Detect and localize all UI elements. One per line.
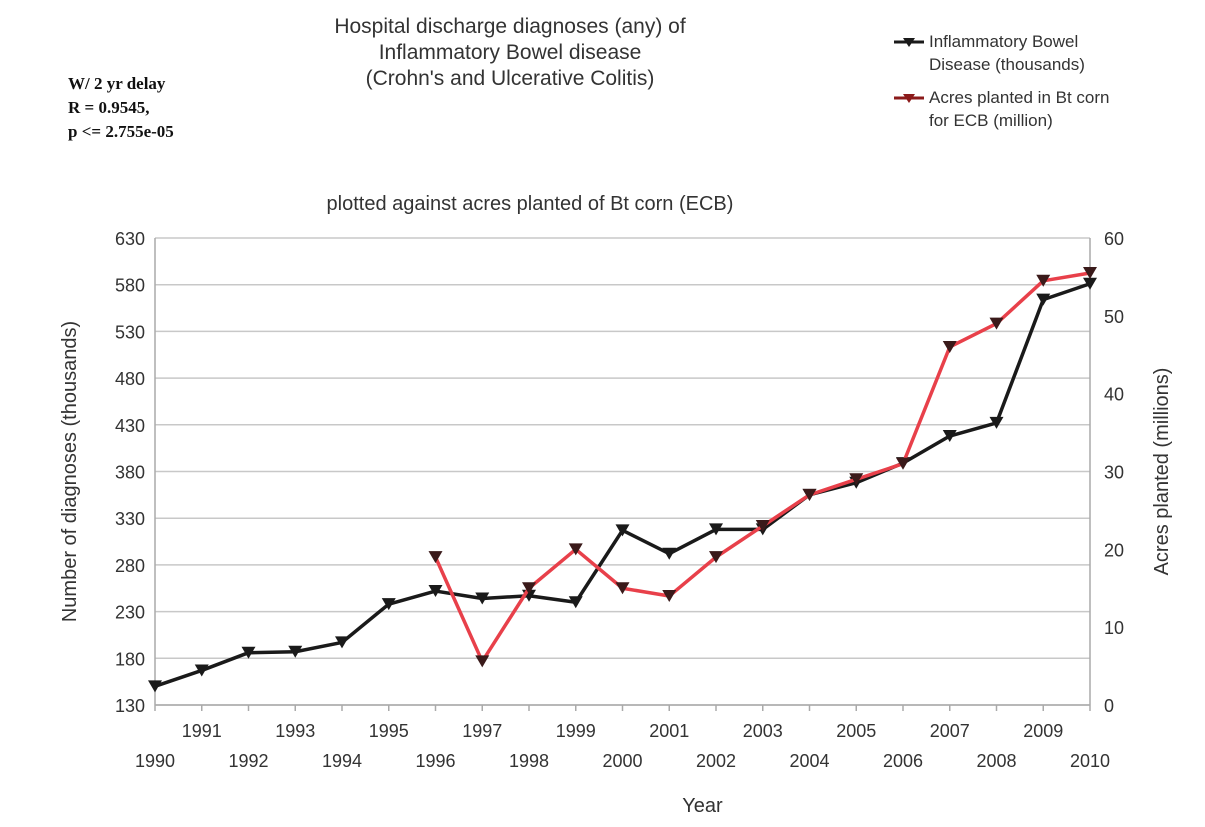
legend: Inflammatory Bowel Disease (thousands) A…: [893, 30, 1193, 142]
x-tick-label: 2009: [1023, 721, 1063, 741]
x-tick-label: 2003: [743, 721, 783, 741]
x-tick-label: 1997: [462, 721, 502, 741]
data-point: [709, 551, 723, 564]
data-point: [522, 582, 536, 595]
stats-line: R = 0.9545,: [68, 98, 150, 117]
data-point: [381, 598, 396, 611]
data-point: [896, 457, 910, 470]
y-right-tick-label: 10: [1104, 618, 1124, 638]
y-left-tick-label: 330: [115, 509, 145, 529]
x-tick-label: 1990: [135, 751, 175, 771]
x-tick-label: 2008: [976, 751, 1016, 771]
data-point: [1036, 293, 1051, 306]
y-right-tick-label: 0: [1104, 696, 1114, 716]
data-point: [428, 585, 443, 598]
y-right-tick-label: 40: [1104, 385, 1124, 405]
data-point: [662, 590, 677, 603]
correlation-stats: W/ 2 yr delay R = 0.9545, p <= 2.755e-05: [68, 72, 174, 144]
legend-swatch-acres-icon: [894, 94, 924, 103]
y-right-tick-label: 50: [1104, 307, 1124, 327]
stats-line: p <= 2.755e-05: [68, 122, 174, 141]
y-left-tick-label: 580: [115, 276, 145, 296]
data-point: [148, 680, 162, 693]
y-right-axis-title: Acres planted (millions): [1151, 368, 1173, 576]
data-point: [942, 340, 957, 353]
x-tick-label: 2002: [696, 751, 736, 771]
legend-label-line: Inflammatory Bowel: [929, 32, 1079, 51]
data-point: [568, 543, 583, 556]
data-point: [1083, 267, 1097, 280]
data-point: [615, 582, 630, 595]
data-point: [802, 488, 817, 501]
y-left-tick-label: 280: [115, 556, 145, 576]
data-point: [755, 519, 770, 532]
stats-line: W/ 2 yr delay: [68, 74, 166, 93]
data-point: [335, 636, 349, 649]
x-tick-label: 1998: [509, 751, 549, 771]
legend-item-ibd: Inflammatory Bowel Disease (thousands): [893, 30, 1193, 76]
x-axis-title: Year: [682, 795, 723, 817]
data-point: [615, 524, 630, 537]
data-point: [849, 473, 864, 486]
data-point: [475, 655, 490, 668]
x-tick-label: 2005: [836, 721, 876, 741]
x-tick-label: 2010: [1070, 751, 1110, 771]
y-left-tick-label: 630: [115, 229, 145, 249]
chart-title-line: Inflammatory Bowel disease: [378, 41, 642, 64]
x-tick-label: 1991: [182, 721, 222, 741]
data-point: [709, 523, 723, 536]
data-point: [568, 596, 583, 609]
x-tick-label: 2006: [883, 751, 923, 771]
y-right-tick-label: 60: [1104, 229, 1124, 249]
x-tick-label: 1993: [275, 721, 315, 741]
y-left-tick-label: 430: [115, 416, 145, 436]
x-tick-label: 1996: [415, 751, 455, 771]
chart-subtitle: plotted against acres planted of Bt corn…: [326, 193, 734, 215]
y-left-tick-label: 530: [115, 322, 145, 342]
legend-label-line: Disease (thousands): [929, 55, 1085, 74]
y-right-tick-label: 20: [1104, 540, 1124, 560]
data-point: [989, 317, 1004, 330]
x-tick-label: 1995: [369, 721, 409, 741]
chart-title-line: (Crohn's and Ulcerative Colitis): [365, 67, 655, 90]
data-point: [194, 664, 209, 677]
y-left-tick-label: 230: [115, 603, 145, 623]
x-tick-label: 1994: [322, 751, 362, 771]
data-point: [662, 547, 677, 560]
y-left-tick-label: 130: [115, 696, 145, 716]
legend-item-acres: Acres planted in Bt corn for ECB (millio…: [893, 86, 1193, 132]
y-right-tick-label: 30: [1104, 463, 1124, 483]
x-tick-label: 1999: [556, 721, 596, 741]
legend-label-line: for ECB (million): [929, 111, 1053, 130]
data-point: [241, 646, 256, 659]
x-tick-label: 1992: [228, 751, 268, 771]
legend-swatch-ibd-icon: [894, 38, 924, 47]
y-left-tick-label: 480: [115, 369, 145, 389]
data-point: [1083, 277, 1097, 290]
data-point: [428, 551, 443, 564]
x-tick-label: 2000: [602, 751, 642, 771]
x-tick-label: 2004: [789, 751, 829, 771]
chart-title-line: Hospital discharge diagnoses (any) of: [334, 15, 686, 38]
legend-label-line: Acres planted in Bt corn: [929, 88, 1110, 107]
x-tick-label: 2001: [649, 721, 689, 741]
y-left-tick-label: 180: [115, 649, 145, 669]
data-point: [942, 430, 957, 443]
y-left-tick-label: 380: [115, 463, 145, 483]
data-point: [1036, 274, 1051, 287]
data-point: [989, 416, 1004, 429]
chart-title: Hospital discharge diagnoses (any) of In…: [230, 14, 790, 92]
data-point: [475, 592, 490, 605]
x-tick-label: 2007: [930, 721, 970, 741]
data-point: [288, 645, 303, 658]
y-left-axis-title: Number of diagnoses (thousands): [59, 321, 81, 622]
